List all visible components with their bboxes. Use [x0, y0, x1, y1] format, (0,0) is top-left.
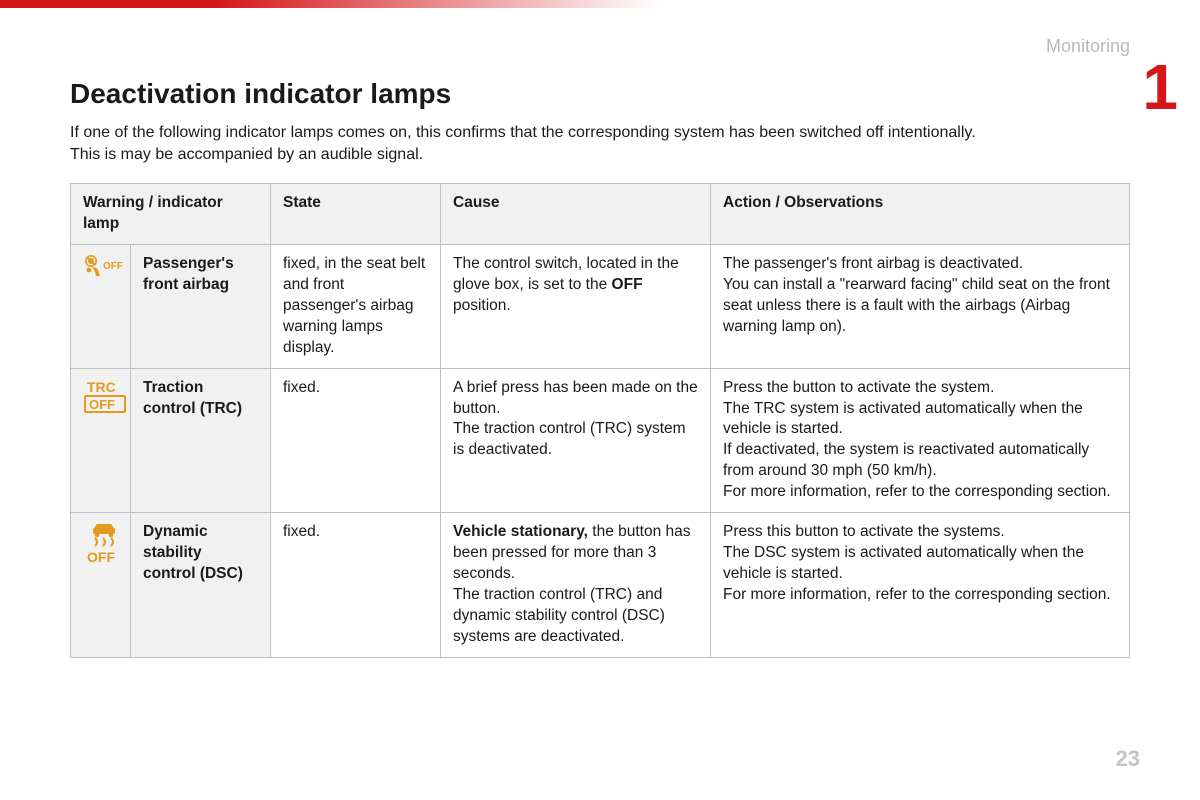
lamp-action: The passenger's front airbag is deactiva… — [711, 245, 1130, 369]
lamp-cause: A brief press has been made on the butto… — [441, 368, 711, 513]
lamp-name: Traction control (TRC) — [131, 368, 271, 513]
intro-text: If one of the following indicator lamps … — [70, 122, 1130, 165]
lamp-icon-cell: TRC OFF — [71, 368, 131, 513]
lamp-action: Press the button to activate the system.… — [711, 368, 1130, 513]
table-header-row: Warning / indicator lamp State Cause Act… — [71, 184, 1130, 245]
lamp-icon-cell: OFF — [71, 513, 131, 658]
table-body: OFF Passenger's front airbag fixed, in t… — [71, 245, 1130, 658]
lamp-cause: Vehicle stationary, the button has been … — [441, 513, 711, 658]
col-header-warning: Warning / indicator lamp — [71, 184, 271, 245]
intro-line-2: This is may be accompanied by an audible… — [70, 146, 423, 163]
lamp-state: fixed. — [271, 513, 441, 658]
indicator-lamp-table: Warning / indicator lamp State Cause Act… — [70, 183, 1130, 658]
lamp-icon-cell: OFF — [71, 245, 131, 369]
lamp-state: fixed. — [271, 368, 441, 513]
chapter-number: 1 — [1142, 55, 1178, 119]
airbag-off-icon: OFF — [83, 254, 127, 285]
table-row: OFF Dynamic stability control (DSC) fixe… — [71, 513, 1130, 658]
svg-text:OFF: OFF — [103, 261, 123, 272]
lamp-cause: The control switch, located in the glove… — [441, 245, 711, 369]
page-number: 23 — [1116, 746, 1140, 772]
lamp-name: Passenger's front airbag — [131, 245, 271, 369]
col-header-cause: Cause — [441, 184, 711, 245]
table-row: TRC OFF Traction control (TRC) fixed. A … — [71, 368, 1130, 513]
lamp-name: Dynamic stability control (DSC) — [131, 513, 271, 658]
brand-stripe — [0, 0, 1200, 8]
table-row: OFF Passenger's front airbag fixed, in t… — [71, 245, 1130, 369]
svg-text:OFF: OFF — [87, 549, 115, 565]
section-label: Monitoring — [1046, 36, 1130, 57]
col-header-action: Action / Observations — [711, 184, 1130, 245]
svg-text:TRC: TRC — [87, 379, 116, 395]
dsc-off-icon: OFF — [83, 522, 127, 573]
page-content: Deactivation indicator lamps If one of t… — [0, 8, 1200, 658]
page-title: Deactivation indicator lamps — [70, 78, 1130, 110]
lamp-action: Press this button to activate the system… — [711, 513, 1130, 658]
lamp-state: fixed, in the seat belt and front passen… — [271, 245, 441, 369]
trc-off-icon: TRC OFF — [83, 378, 127, 421]
intro-line-1: If one of the following indicator lamps … — [70, 124, 976, 141]
col-header-state: State — [271, 184, 441, 245]
svg-text:OFF: OFF — [89, 397, 115, 412]
